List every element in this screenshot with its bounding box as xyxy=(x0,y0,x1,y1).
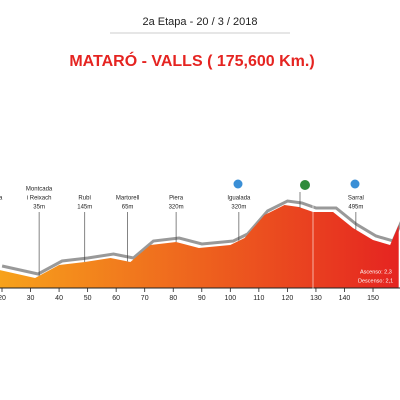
town-altitude: 145m xyxy=(77,205,92,211)
cut-label: a xyxy=(0,196,3,202)
plot: 20 30 40 50 60 70 80 90 100 110 120 130 140 150 Montca… xyxy=(0,187,400,302)
town-altitude: 35m xyxy=(33,205,45,211)
x-tick-label: 130 xyxy=(310,295,322,302)
chart-subtitle: 2a Etapa - 20 / 3 / 2018 xyxy=(143,16,258,28)
town-name: Martorell xyxy=(116,196,139,202)
town-altitude: 495m xyxy=(348,205,363,211)
x-tick-label: 150 xyxy=(367,295,379,302)
town-altitude: 320m xyxy=(169,205,184,211)
x-tick-label: 20 xyxy=(0,295,6,302)
town-name: Sarral xyxy=(348,196,364,202)
ascent-note: Ascenso: 2,3 xyxy=(360,269,392,275)
chart-title: MATARÓ - VALLS ( 175,600 Km.) xyxy=(69,51,314,70)
x-tick-label: 100 xyxy=(224,295,236,302)
x-tick-label: 140 xyxy=(339,295,351,302)
town-name: Rubí xyxy=(78,196,91,202)
x-tick-label: 50 xyxy=(84,295,92,302)
sprint-icon xyxy=(233,179,243,189)
x-tick-label: 30 xyxy=(27,295,35,302)
town-name: i Reixach xyxy=(27,196,52,202)
x-tick-label: 40 xyxy=(55,295,63,302)
descent-note: Descenso: 2,1 xyxy=(358,278,393,284)
town-name: Piera xyxy=(169,196,184,202)
town-altitude: 65m xyxy=(122,205,134,211)
x-tick-label: 60 xyxy=(112,295,120,302)
x-tick-label: 120 xyxy=(282,295,294,302)
town-altitude: 320m xyxy=(231,205,246,211)
profile-area xyxy=(0,205,399,288)
x-tick-label: 110 xyxy=(253,295,264,302)
town-name: Montcada xyxy=(26,187,53,193)
x-tick-label: 80 xyxy=(169,295,177,302)
x-tick-label: 70 xyxy=(141,295,149,302)
town-name: Igualada xyxy=(227,196,251,202)
profile-shadow xyxy=(1,199,400,276)
x-tick-label: 90 xyxy=(198,295,206,302)
sprint-icon xyxy=(350,179,360,189)
climb-icon xyxy=(300,180,310,190)
